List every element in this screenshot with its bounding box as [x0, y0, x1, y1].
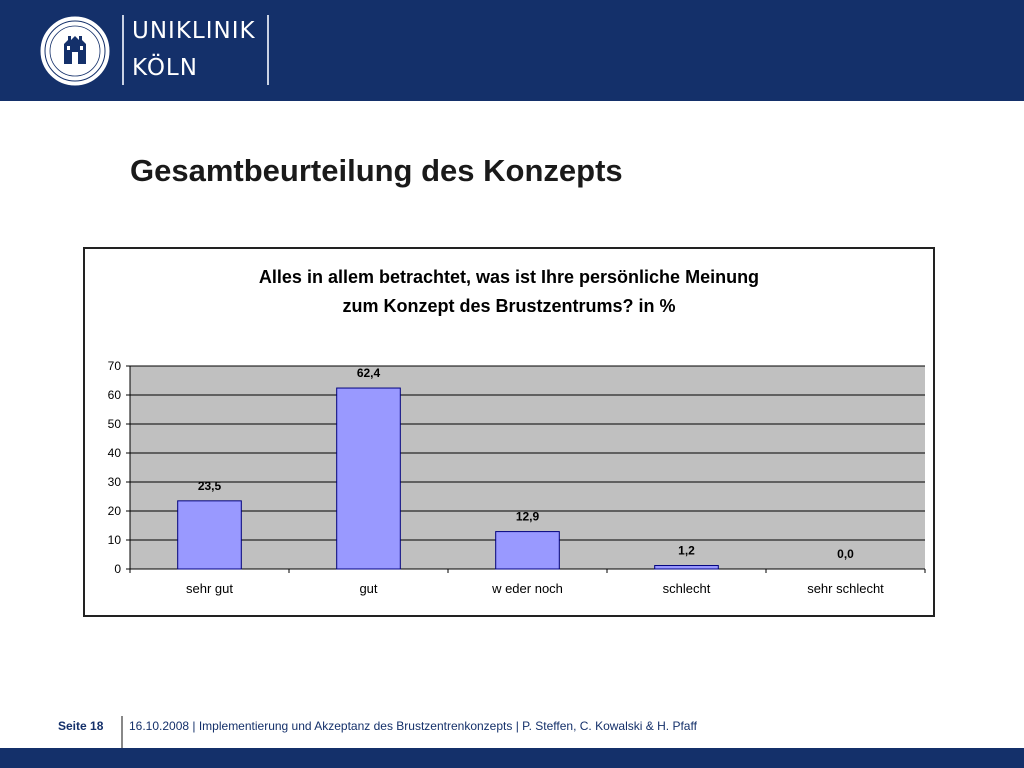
y-tick-label: 10	[108, 533, 122, 547]
bar	[336, 387, 401, 570]
y-tick-label: 70	[108, 359, 122, 373]
y-tick-label: 30	[108, 475, 122, 489]
bar-value-label: 62,4	[357, 366, 381, 380]
logo-divider	[122, 15, 124, 85]
y-tick-label: 40	[108, 446, 122, 460]
x-category-label: gut	[359, 581, 377, 596]
footer-bar	[0, 748, 1024, 768]
x-category-label: w eder noch	[491, 581, 563, 596]
header-bar: UNIKLINIK KÖLN	[0, 0, 1024, 101]
university-seal-icon	[39, 15, 111, 87]
footer-page-number: Seite 18	[58, 719, 104, 733]
footer-divider	[121, 716, 123, 768]
bar	[495, 531, 560, 570]
y-tick-label: 0	[114, 562, 121, 576]
page-title: Gesamtbeurteilung des Konzepts	[130, 153, 623, 188]
y-tick-label: 50	[108, 417, 122, 431]
footer-info: 16.10.2008 | Implementierung und Akzepta…	[129, 719, 697, 733]
bar-chart: Alles in allem betrachtet, was ist Ihre …	[108, 267, 926, 596]
chart-title-line-2: zum Konzept des Brustzentrums? in %	[342, 296, 675, 316]
y-tick-label: 60	[108, 388, 122, 402]
logo-text-line-1: UNIKLINIK	[132, 18, 256, 44]
bar-value-label: 23,5	[198, 479, 222, 493]
logo-divider-right	[267, 15, 269, 85]
x-category-label: schlecht	[663, 581, 711, 596]
bar-value-label: 0,0	[837, 547, 854, 561]
bar	[177, 500, 242, 570]
bar	[654, 565, 719, 570]
chart-frame: Alles in allem betrachtet, was ist Ihre …	[83, 247, 935, 617]
chart-title-line-1: Alles in allem betrachtet, was ist Ihre …	[259, 267, 759, 287]
bar-value-label: 1,2	[678, 544, 695, 558]
logo-text-line-2: KÖLN	[132, 55, 198, 81]
y-tick-label: 20	[108, 504, 122, 518]
x-category-label: sehr gut	[186, 581, 233, 596]
bar-value-label: 12,9	[516, 510, 540, 524]
x-category-label: sehr schlecht	[807, 581, 884, 596]
